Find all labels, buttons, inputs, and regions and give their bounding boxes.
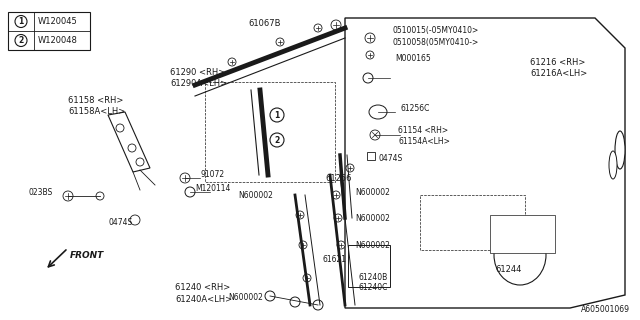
Text: 61621: 61621 <box>322 255 346 265</box>
Text: 61154A<LH>: 61154A<LH> <box>398 137 450 146</box>
Circle shape <box>365 33 375 43</box>
Text: 91072: 91072 <box>200 170 224 179</box>
Circle shape <box>366 51 374 59</box>
Polygon shape <box>108 112 150 172</box>
Ellipse shape <box>494 225 546 285</box>
Text: N600002: N600002 <box>228 293 263 302</box>
Text: 61256C: 61256C <box>400 103 429 113</box>
Text: 61158 <RH>: 61158 <RH> <box>68 95 124 105</box>
Circle shape <box>299 241 307 249</box>
Circle shape <box>180 173 190 183</box>
Polygon shape <box>345 18 625 308</box>
Circle shape <box>63 191 73 201</box>
Circle shape <box>15 35 27 46</box>
Bar <box>420 195 525 250</box>
Text: 61216A<LH>: 61216A<LH> <box>530 68 588 77</box>
Text: 0510015(-05MY0410>: 0510015(-05MY0410> <box>392 26 478 35</box>
Text: 61244: 61244 <box>495 266 522 275</box>
Text: 0474S: 0474S <box>108 218 132 227</box>
Circle shape <box>96 192 104 200</box>
Text: 0474S: 0474S <box>378 154 403 163</box>
Text: N600002: N600002 <box>355 188 390 196</box>
Text: 023BS: 023BS <box>28 188 52 196</box>
Text: 1: 1 <box>19 17 24 26</box>
Text: FRONT: FRONT <box>70 251 104 260</box>
Ellipse shape <box>609 151 617 179</box>
Bar <box>205 82 335 182</box>
Circle shape <box>337 241 345 249</box>
Text: 61158A<LH>: 61158A<LH> <box>68 107 125 116</box>
Text: N600002: N600002 <box>238 190 273 199</box>
Circle shape <box>270 108 284 122</box>
Circle shape <box>290 297 300 307</box>
Bar <box>8 12 90 50</box>
Text: 2: 2 <box>275 135 280 145</box>
Text: N600002: N600002 <box>355 213 390 222</box>
Circle shape <box>334 214 342 222</box>
Bar <box>490 215 555 253</box>
Text: N600002: N600002 <box>355 241 390 250</box>
Ellipse shape <box>369 105 387 119</box>
Circle shape <box>331 20 341 30</box>
Circle shape <box>276 38 284 46</box>
Circle shape <box>270 133 284 147</box>
Circle shape <box>265 291 275 301</box>
Circle shape <box>370 130 380 140</box>
Text: 61240 <RH>: 61240 <RH> <box>175 284 230 292</box>
Text: 1: 1 <box>275 110 280 119</box>
Text: 0510058(05MY0410->: 0510058(05MY0410-> <box>392 37 478 46</box>
Circle shape <box>346 164 354 172</box>
Text: 61290 <RH>: 61290 <RH> <box>170 68 225 76</box>
Bar <box>348 245 390 287</box>
Text: 61256: 61256 <box>325 173 351 182</box>
Text: 61216 <RH>: 61216 <RH> <box>530 58 586 67</box>
Ellipse shape <box>615 131 625 169</box>
Circle shape <box>296 211 304 219</box>
Text: W120048: W120048 <box>38 36 78 45</box>
Circle shape <box>314 24 322 32</box>
Text: M000165: M000165 <box>395 53 431 62</box>
Circle shape <box>116 124 124 132</box>
Circle shape <box>15 15 27 28</box>
Circle shape <box>136 158 144 166</box>
Circle shape <box>130 215 140 225</box>
Text: M120114: M120114 <box>195 183 230 193</box>
Text: 61154 <RH>: 61154 <RH> <box>398 125 448 134</box>
Circle shape <box>313 300 323 310</box>
Circle shape <box>332 191 340 199</box>
Text: 61240B: 61240B <box>358 274 387 283</box>
Circle shape <box>228 58 236 66</box>
Text: 2: 2 <box>19 36 24 45</box>
Circle shape <box>303 274 311 282</box>
Circle shape <box>128 144 136 152</box>
Circle shape <box>185 187 195 197</box>
Text: 61067B: 61067B <box>248 19 280 28</box>
Circle shape <box>363 73 373 83</box>
Bar <box>367 152 375 160</box>
Text: 61240C: 61240C <box>358 284 387 292</box>
Text: 61240A<LH>: 61240A<LH> <box>175 294 232 303</box>
Text: 61290A<LH>: 61290A<LH> <box>170 78 227 87</box>
Text: A605001069: A605001069 <box>581 305 630 314</box>
Text: W120045: W120045 <box>38 17 77 26</box>
